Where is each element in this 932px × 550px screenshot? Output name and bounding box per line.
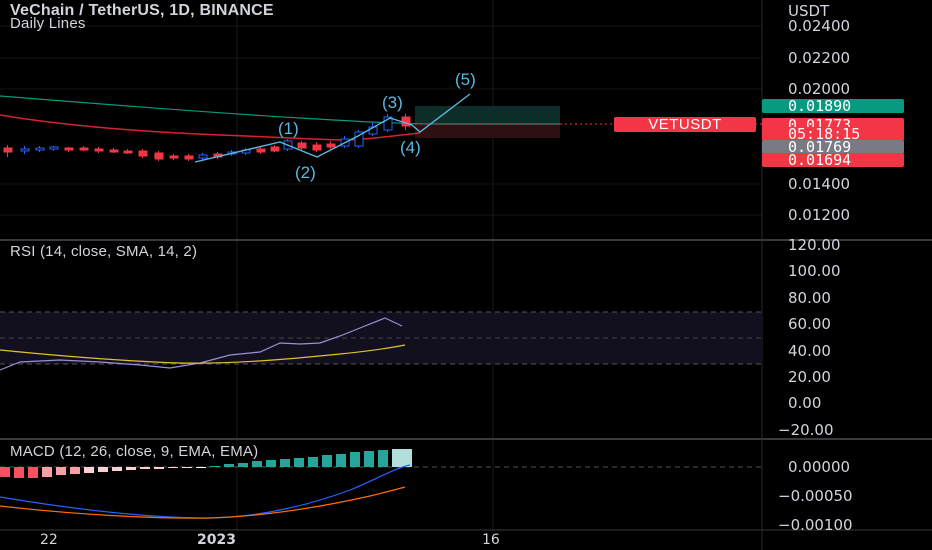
currency-label: USDT xyxy=(788,2,830,20)
macd-histogram-bar xyxy=(364,451,374,467)
macd-title[interactable]: MACD (12, 26, close, 9, EMA, EMA) xyxy=(10,443,259,460)
symbol-price-tag[interactable]: VETUSDT xyxy=(614,117,756,132)
macd-histogram xyxy=(0,449,412,478)
candle[interactable] xyxy=(354,131,364,147)
ma-green-line xyxy=(0,95,560,125)
macd-histogram-bar xyxy=(322,455,332,467)
macd-histogram-bar xyxy=(14,467,24,478)
rsi-scale-label: 60.00 xyxy=(788,315,831,333)
rsi-scale-label: 120.00 xyxy=(788,236,841,254)
candle[interactable] xyxy=(270,146,280,152)
candle[interactable] xyxy=(169,155,179,159)
candle[interactable] xyxy=(312,144,322,151)
stop-price-tag[interactable]: 0.01694 xyxy=(762,153,904,168)
indicator-name[interactable]: Daily Lines xyxy=(10,15,86,32)
rsi-scale-label: −20.00 xyxy=(778,421,834,439)
macd-histogram-bar xyxy=(56,467,66,475)
macd-histogram-bar xyxy=(280,459,290,467)
price-label: 0.02000 xyxy=(788,80,851,98)
time-label: 16 xyxy=(482,532,500,548)
elliott-wave-path[interactable] xyxy=(194,93,471,163)
candle[interactable] xyxy=(123,150,133,154)
macd-histogram-bar xyxy=(182,467,192,468)
candle[interactable] xyxy=(256,148,266,153)
candle[interactable] xyxy=(35,147,45,151)
macd-histogram-bar xyxy=(336,454,346,467)
price-label: 0.01400 xyxy=(788,175,851,193)
candle[interactable] xyxy=(326,143,336,148)
wave-label-4[interactable]: (4) xyxy=(400,138,421,157)
macd-histogram-bar xyxy=(294,458,304,467)
macd-histogram-bar xyxy=(378,450,388,467)
candle[interactable] xyxy=(297,142,307,149)
rsi-scale-label: 40.00 xyxy=(788,342,831,360)
candle[interactable] xyxy=(20,148,30,152)
macd-histogram-bar xyxy=(70,467,80,474)
rsi-scale-label: 20.00 xyxy=(788,368,831,386)
macd-histogram-bar xyxy=(98,467,108,472)
macd-histogram-bar xyxy=(168,467,178,468)
macd-histogram-bar xyxy=(154,467,164,469)
time-label: 2023 xyxy=(197,532,236,548)
candle[interactable] xyxy=(64,147,74,151)
rsi-scale-label: 0.00 xyxy=(788,394,822,412)
signal-line xyxy=(0,486,406,519)
wave-label-3[interactable]: (3) xyxy=(382,93,403,112)
rsi-scale-label: 80.00 xyxy=(788,289,831,307)
rsi-ma-line xyxy=(0,344,406,364)
wave-label-5[interactable]: (5) xyxy=(455,70,476,89)
macd-histogram-bar xyxy=(252,461,262,467)
macd-histogram-bar xyxy=(392,449,402,467)
candle[interactable] xyxy=(138,150,148,157)
rsi-title[interactable]: RSI (14, close, SMA, 14, 2) xyxy=(10,243,198,260)
ma-red-line xyxy=(0,114,421,141)
rsi-line xyxy=(0,317,403,371)
candle[interactable] xyxy=(49,146,59,150)
macd-histogram-bar xyxy=(402,449,412,467)
macd-histogram-bar xyxy=(196,467,206,468)
candle[interactable] xyxy=(154,152,164,160)
target-price-tag[interactable]: 0.01890 xyxy=(762,99,904,114)
wave-label-2[interactable]: (2) xyxy=(295,163,316,182)
candle[interactable] xyxy=(94,148,104,152)
macd-histogram-bar xyxy=(266,460,276,467)
countdown-tag: 05:18:15 xyxy=(762,127,904,142)
macd-histogram-bar xyxy=(28,467,38,478)
macd-histogram-bar xyxy=(140,467,150,469)
candle[interactable] xyxy=(79,147,89,151)
rsi-scale-label: 100.00 xyxy=(788,262,841,280)
macd-histogram-bar xyxy=(0,467,10,477)
macd-histogram-bar xyxy=(84,467,94,473)
macd-histogram-bar xyxy=(350,452,360,467)
macd-histogram-bar xyxy=(308,457,318,467)
stop-zone[interactable] xyxy=(415,123,560,138)
symbol-title[interactable]: VeChain / TetherUS, 1D, BINANCE xyxy=(10,2,274,19)
macd-histogram-bar xyxy=(112,467,122,471)
macd-histogram-bar xyxy=(238,463,248,467)
macd-scale-label: −0.00050 xyxy=(778,487,853,505)
macd-histogram-bar xyxy=(126,467,136,470)
gray-price-tag[interactable]: 0.01769 xyxy=(762,140,904,155)
price-label: 0.01200 xyxy=(788,206,851,224)
macd-scale-label: 0.00000 xyxy=(788,458,851,476)
price-label: 0.02200 xyxy=(788,49,851,67)
candle[interactable] xyxy=(383,116,393,131)
time-label: 22 xyxy=(40,532,58,548)
target-zone[interactable] xyxy=(415,106,560,123)
macd-histogram-bar xyxy=(224,464,234,467)
price-label: 0.02400 xyxy=(788,17,851,35)
candle[interactable] xyxy=(184,155,194,160)
wave-label-1[interactable]: (1) xyxy=(278,119,299,138)
candle[interactable] xyxy=(109,149,119,153)
macd-scale-label: −0.00100 xyxy=(778,516,853,534)
macd-histogram-bar xyxy=(42,467,52,477)
candle[interactable] xyxy=(3,147,13,153)
macd-histogram-bar xyxy=(210,466,220,467)
candle[interactable] xyxy=(198,154,208,159)
